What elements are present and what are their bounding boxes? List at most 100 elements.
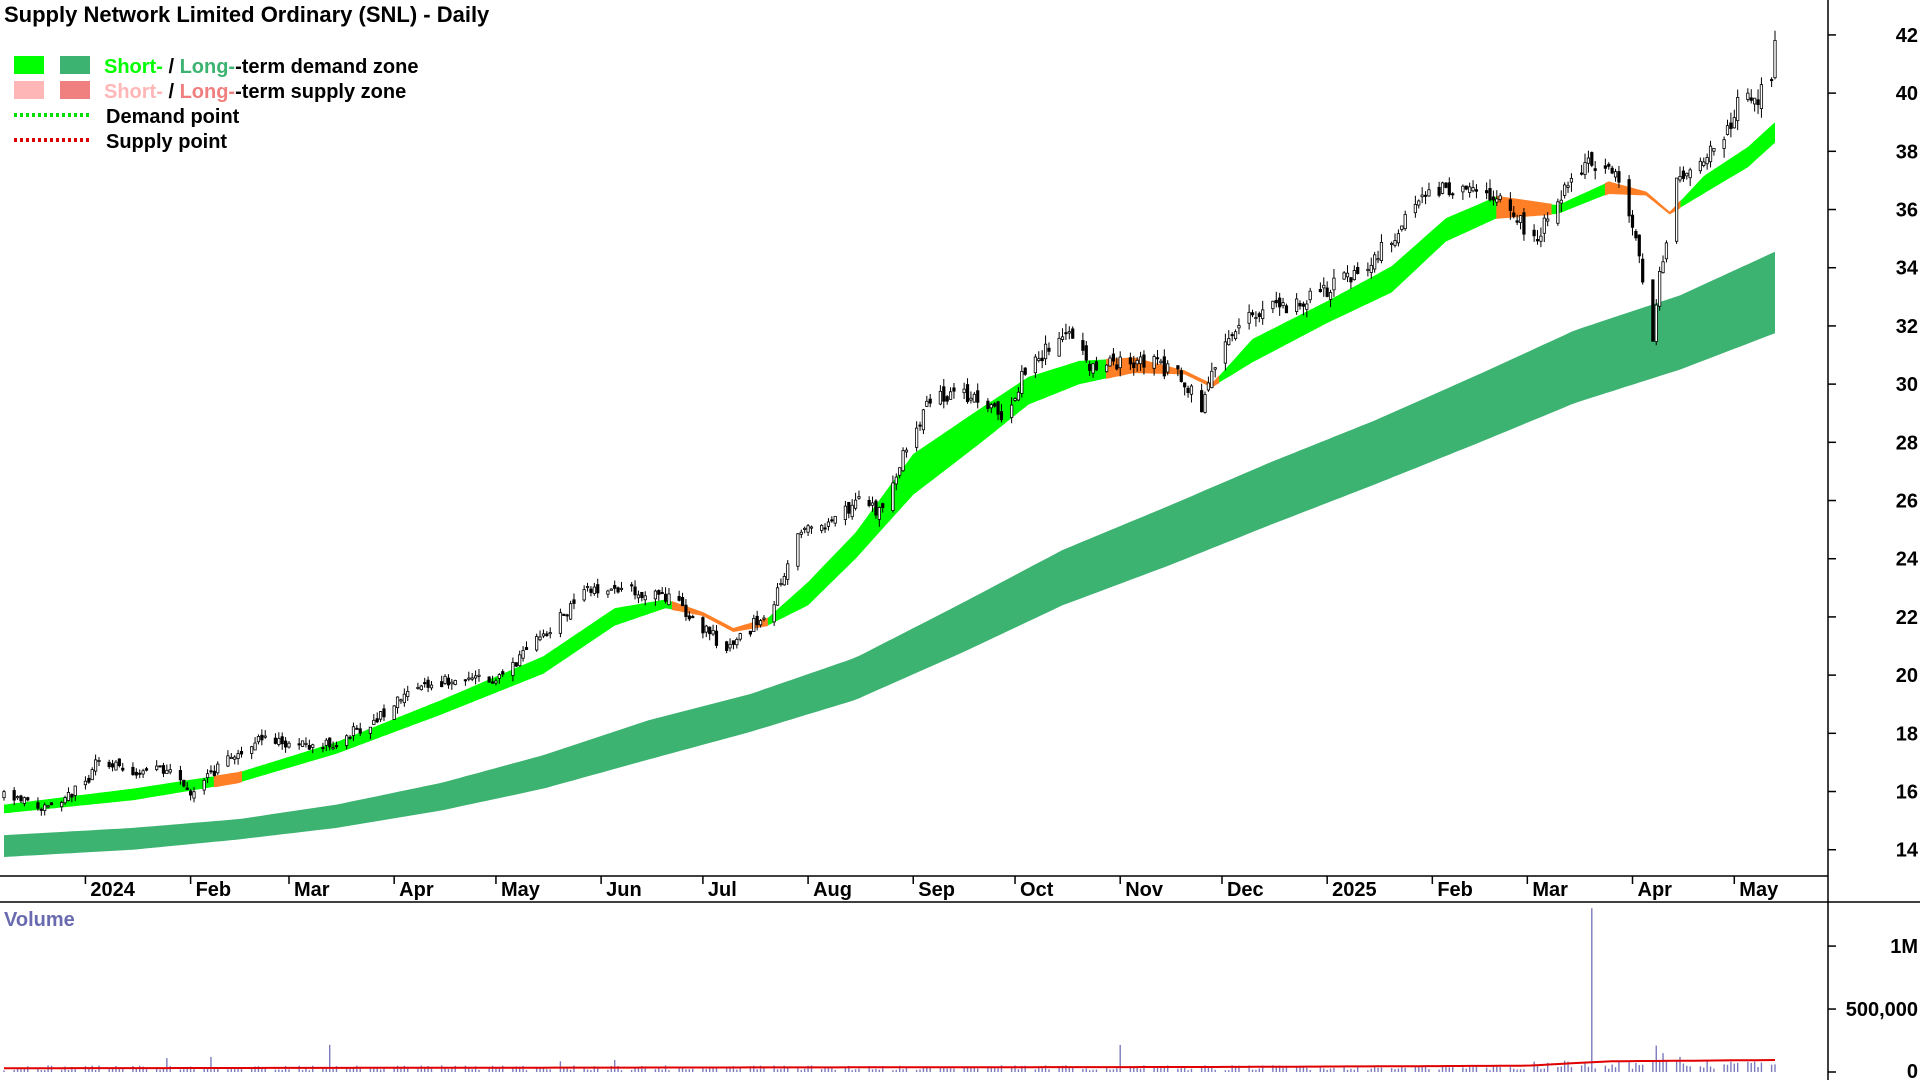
candle: [1037, 351, 1041, 363]
short-term-supply-zone: [213, 181, 1681, 788]
candle: [755, 610, 759, 631]
candle-body: [1274, 299, 1278, 304]
x-tick-label: Mar: [1532, 879, 1568, 901]
candle-body: [1661, 261, 1665, 274]
legend-swatch-long: [60, 56, 90, 74]
candle-body: [1230, 334, 1234, 337]
candle-body: [1522, 212, 1526, 235]
candle-body: [1427, 189, 1431, 197]
candle-body: [1593, 168, 1597, 171]
candle: [630, 582, 634, 592]
candle-body: [372, 719, 376, 725]
candle: [1444, 181, 1448, 189]
legend-label-part: -term supply zone: [235, 81, 406, 103]
candle: [711, 624, 715, 636]
candle-body: [1115, 364, 1119, 370]
candle-body: [803, 527, 807, 530]
candle: [1725, 119, 1730, 136]
candle: [212, 765, 216, 777]
candle: [1020, 365, 1024, 398]
candle-body: [131, 766, 135, 776]
candle-body: [782, 576, 786, 586]
candle: [1091, 363, 1095, 378]
candle: [46, 804, 50, 809]
candle-body: [253, 742, 257, 751]
candle: [1040, 350, 1044, 369]
candle-body: [969, 397, 973, 401]
candle: [1152, 354, 1156, 376]
candle: [43, 802, 47, 816]
short-zone-band: [4, 122, 1775, 814]
candle-body: [1580, 172, 1584, 175]
candle: [1417, 199, 1421, 209]
candle: [1630, 210, 1635, 236]
candle-body: [1176, 365, 1180, 370]
candle-body: [904, 449, 909, 453]
candle: [1641, 253, 1645, 285]
candle: [1010, 397, 1014, 424]
candle-body: [952, 387, 956, 392]
x-tick-label: Oct: [1020, 879, 1054, 901]
candle-body: [1590, 152, 1594, 166]
candle-body: [833, 515, 837, 524]
candle-body: [1756, 99, 1760, 106]
candle-body: [1356, 266, 1360, 274]
candle-body: [324, 739, 328, 746]
candle-body: [1464, 185, 1468, 190]
candle: [1586, 150, 1591, 173]
candle-body: [1379, 241, 1384, 262]
candle-body: [1162, 356, 1166, 377]
candle-body: [1488, 188, 1492, 201]
legend-label: Short- / Long--term demand zone: [104, 56, 418, 78]
candle: [1532, 224, 1536, 242]
candle-body: [1746, 92, 1750, 100]
candle: [1603, 158, 1607, 174]
candle-body: [300, 740, 305, 747]
candle-body: [1206, 382, 1211, 391]
candle: [307, 739, 311, 751]
candle-body: [1183, 382, 1187, 388]
candle: [83, 776, 88, 790]
candle-body: [1447, 182, 1451, 196]
candle-body: [521, 650, 525, 659]
candle: [881, 502, 885, 513]
candle-body: [1047, 347, 1051, 352]
candle-body: [1542, 217, 1546, 234]
candle: [568, 600, 573, 620]
candle: [1189, 384, 1194, 403]
candle-body: [1308, 290, 1312, 301]
candle-body: [877, 507, 881, 520]
candle: [823, 523, 827, 533]
candle: [538, 630, 542, 642]
candle: [1135, 357, 1139, 372]
candle-body: [1067, 331, 1071, 334]
candle-body: [1617, 171, 1621, 183]
legend-label: Supply point: [106, 131, 227, 153]
candle-body: [1512, 212, 1516, 217]
candle: [2, 789, 6, 801]
candle-body: [881, 503, 885, 509]
candle: [925, 395, 929, 408]
candle-body: [1535, 239, 1540, 242]
candle-body: [1732, 117, 1736, 129]
candle: [1342, 271, 1346, 280]
candle: [962, 382, 966, 400]
candle-body: [820, 525, 824, 531]
candle-body: [1400, 225, 1404, 230]
candle-body: [1423, 194, 1428, 197]
candle: [1373, 251, 1377, 273]
candle-body: [473, 675, 478, 679]
candle: [585, 582, 590, 592]
candle-body: [636, 594, 641, 599]
candle: [1566, 181, 1570, 193]
candle: [22, 796, 26, 807]
candle: [192, 787, 196, 803]
candle: [1708, 140, 1713, 168]
candle: [311, 743, 315, 754]
candle-body: [1770, 79, 1774, 82]
candle: [1016, 387, 1021, 402]
candle: [606, 589, 610, 598]
candle: [399, 698, 403, 704]
candle: [372, 714, 376, 725]
